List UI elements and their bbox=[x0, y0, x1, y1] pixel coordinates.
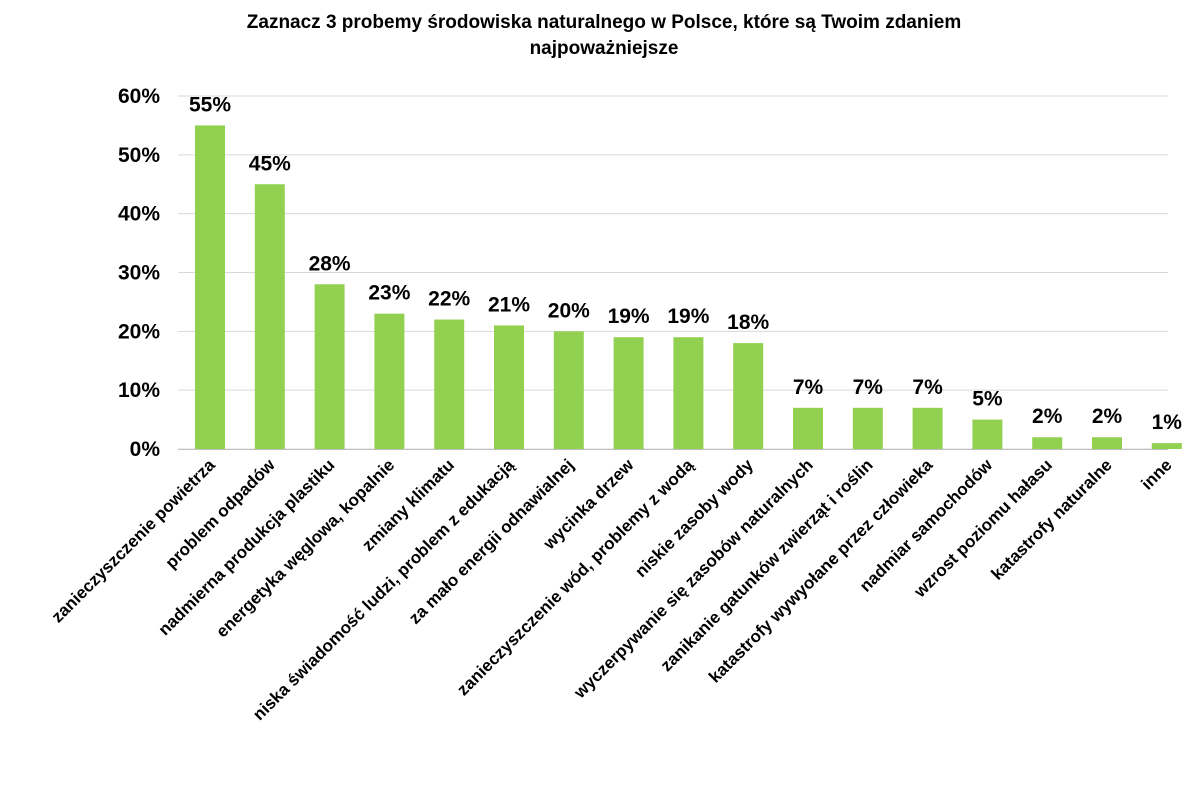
bar bbox=[254, 184, 285, 449]
data-label: 7% bbox=[912, 376, 943, 399]
data-label: 19% bbox=[608, 305, 650, 328]
y-tick-label: 50% bbox=[118, 144, 160, 167]
bar bbox=[434, 319, 465, 449]
data-label: 21% bbox=[488, 293, 530, 316]
chart-title-line-2: najpoważniejsze bbox=[530, 38, 679, 59]
data-label: 5% bbox=[972, 388, 1003, 411]
bar bbox=[972, 419, 1003, 449]
bar bbox=[195, 125, 225, 450]
y-tick-label: 40% bbox=[118, 203, 160, 226]
data-label: 23% bbox=[368, 282, 410, 305]
bar bbox=[1151, 443, 1182, 449]
data-label: 2% bbox=[1032, 405, 1063, 428]
data-label: 1% bbox=[1152, 411, 1183, 434]
bar bbox=[793, 407, 823, 449]
x-tick-label: niskie zasoby wody bbox=[631, 455, 757, 581]
data-label: 2% bbox=[1092, 405, 1123, 428]
data-label: 28% bbox=[309, 252, 351, 275]
bars bbox=[195, 125, 1182, 450]
bar bbox=[1032, 437, 1063, 449]
x-tick-label: problem odpadów bbox=[162, 455, 279, 572]
x-tick-label: katastrofy wywyołane przez człowieka bbox=[705, 455, 937, 687]
bar bbox=[374, 313, 405, 449]
bar bbox=[613, 337, 644, 449]
x-tick-label: katastrofy naturalne bbox=[987, 455, 1115, 583]
x-tick-label: zanikanie gatunków zwierząt i roślin bbox=[657, 455, 877, 675]
chart-title-line-1: Zaznacz 3 probemy środowiska naturalnego… bbox=[247, 12, 961, 33]
y-tick-label: 30% bbox=[118, 262, 160, 285]
bar bbox=[494, 325, 524, 449]
bar bbox=[912, 407, 943, 449]
y-tick-label: 60% bbox=[118, 85, 160, 108]
data-label: 7% bbox=[853, 376, 884, 399]
bar bbox=[673, 337, 704, 449]
bar bbox=[314, 284, 345, 449]
data-label: 22% bbox=[428, 288, 470, 311]
data-label: 19% bbox=[667, 305, 709, 328]
bar bbox=[852, 407, 883, 449]
y-tick-label: 10% bbox=[118, 379, 160, 402]
x-tick-label: inne bbox=[1137, 455, 1175, 493]
y-axis: 0% 10% 20% 30% 40% 50% 60% bbox=[118, 85, 160, 461]
data-label: 7% bbox=[793, 376, 824, 399]
data-label: 18% bbox=[727, 311, 769, 334]
bar bbox=[553, 331, 584, 449]
bar bbox=[1092, 437, 1122, 449]
y-tick-label: 20% bbox=[118, 320, 160, 343]
y-tick-label: 0% bbox=[130, 438, 161, 461]
data-label: 20% bbox=[548, 299, 590, 322]
data-labels: 55% 45% 28% 23% 22% 21% 20% 19% 19% 18% 7% 7% 7% 5% 2%… bbox=[189, 93, 1182, 434]
data-label: 45% bbox=[249, 152, 291, 175]
data-label: 55% bbox=[189, 93, 231, 116]
bar bbox=[733, 343, 764, 449]
